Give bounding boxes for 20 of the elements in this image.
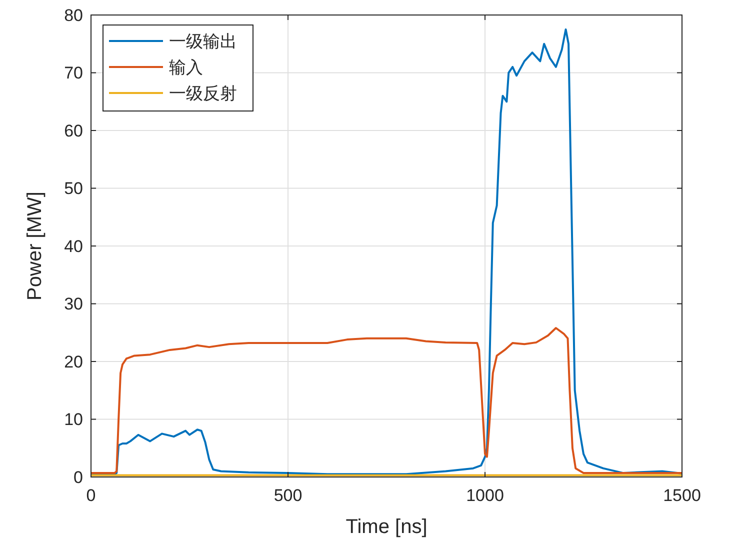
y-axis-title: Power [MW] <box>24 192 46 300</box>
legend-label: 一级反射 <box>169 84 237 103</box>
y-tick-label: 70 <box>64 64 83 83</box>
y-tick-label: 30 <box>64 294 83 314</box>
x-tick-label: 0 <box>86 486 96 505</box>
y-tick-label: 50 <box>64 179 83 198</box>
legend-label: 输入 <box>169 58 203 77</box>
x-tick-label: 500 <box>274 486 302 505</box>
legend-label: 一级输出 <box>169 32 237 51</box>
y-tick-label: 80 <box>64 6 83 25</box>
y-tick-label: 20 <box>64 352 83 372</box>
y-tick-label: 40 <box>64 236 83 256</box>
y-tick-label: 60 <box>64 121 83 140</box>
line-series <box>90 28 683 476</box>
x-axis-title: Time [ns] <box>346 516 428 538</box>
y-tick-label: 0 <box>74 468 83 487</box>
y-tick-label: 10 <box>64 410 83 430</box>
x-tick-label: 1000 <box>466 486 504 505</box>
x-tick-label: 1500 <box>663 486 701 505</box>
line-series <box>90 327 683 474</box>
